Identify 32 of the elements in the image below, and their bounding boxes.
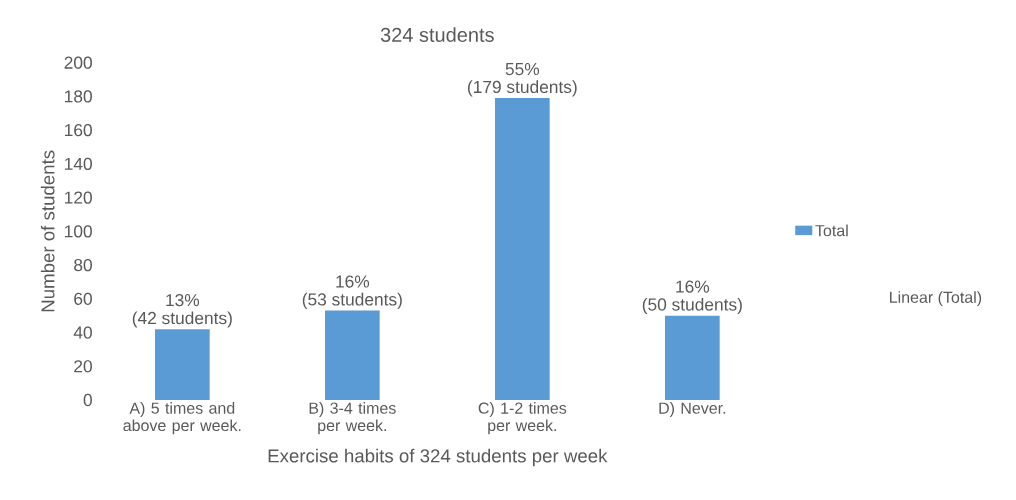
data-label: (53 students) [302, 292, 402, 310]
x-tick-label: C) 1-2 times per week. [478, 402, 567, 435]
x-tick-label: B) 3-4 times per week. [309, 402, 396, 435]
annotation: 55% [505, 62, 540, 76]
data-label: (50 students) [642, 297, 742, 315]
bar [155, 329, 210, 400]
y-tick-label: 20 [74, 360, 92, 373]
y-tick-label: 100 [65, 225, 92, 238]
y-tick-label: 120 [65, 191, 92, 204]
y-tick-label: 60 [74, 292, 92, 305]
text: Linear (Total) [890, 291, 982, 307]
x-axis-title: Exercise habits of 324 students per week [268, 448, 608, 467]
annotation: 13% [166, 293, 200, 307]
y-tick-label: 80 [74, 258, 92, 272]
x-tick-label: A) 5 times and above per week. [123, 402, 241, 435]
y-tick-label: 40 [73, 326, 92, 339]
annotation: 16% [676, 280, 710, 293]
bar [325, 310, 380, 400]
y-tick-label: 180 [65, 90, 92, 103]
y-axis-title: Number of students [40, 150, 55, 312]
y-tick-label: 140 [65, 157, 92, 170]
y-tick-label: 200 [64, 56, 92, 69]
y-tick-label: 160 [65, 123, 92, 137]
annotation: 16% [336, 275, 370, 288]
y-tick-label: 0 [83, 393, 92, 407]
data-label: (179 students) [468, 80, 577, 97]
x-tick-label: D) Never. [659, 402, 726, 417]
bar [665, 315, 720, 400]
legend-label: Total [815, 224, 848, 237]
data-label: (42 students) [132, 311, 232, 328]
bar [495, 98, 550, 400]
chart-title: 324 students [380, 27, 494, 42]
